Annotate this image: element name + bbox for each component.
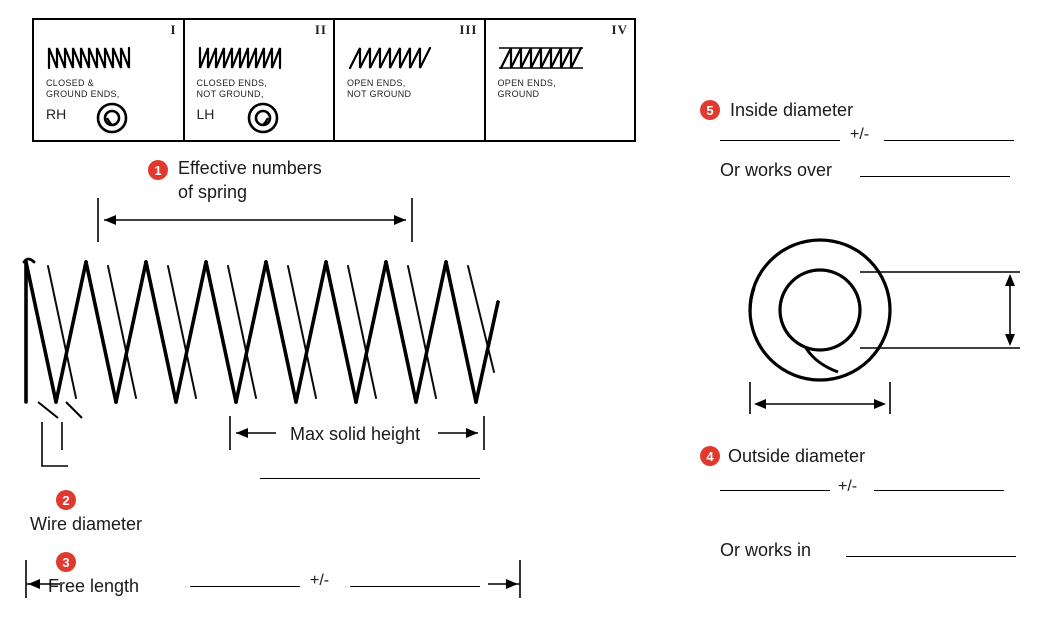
panel-hand: RH [46,106,66,122]
panel-2: II CLOSED ENDS, NOT GROUND, LH [185,20,336,140]
panel-hand: LH [197,106,215,122]
panel-4: IV OPEN ENDS, GROUND [486,20,635,140]
panel-roman: II [315,22,327,38]
wire-diameter-leader [22,420,92,500]
mini-spring-icon [46,44,136,72]
free-length-blank-right [350,586,480,587]
badge-2: 2 [56,490,76,510]
panel-3: III OPEN ENDS, NOT GROUND [335,20,486,140]
outside-diameter-blank-left [720,490,830,491]
free-length-arrow [18,560,528,600]
coil-end-icon [94,100,130,136]
coil-end-view [700,200,1040,430]
panel-roman: IV [612,22,628,38]
wire-diameter-label: Wire diameter [30,514,142,535]
badge-5: 5 [700,100,720,120]
or-works-in-label: Or works in [720,540,811,561]
outside-diameter-blank-right [874,490,1004,491]
inside-diameter-blank-right [884,140,1014,141]
mini-spring-icon [197,44,287,72]
callout-2: 2 [56,490,76,510]
spring-end-types-table: I CLOSED & GROUND ENDS, RH II CLOSED END… [32,18,636,142]
callout-1-text-a: Effective numbers [178,158,322,179]
callout-5: 5 [700,100,720,120]
works-over-blank [860,176,1010,177]
free-length-blank-left [190,586,300,587]
panel-desc: CLOSED ENDS, NOT GROUND, [197,78,268,100]
panel-roman: I [170,22,176,38]
badge-1: 1 [148,160,168,180]
badge-4: 4 [700,446,720,466]
mini-spring-icon [347,44,437,72]
outside-diameter-label: Outside diameter [728,446,865,467]
panel-roman: III [459,22,477,38]
panel-desc: OPEN ENDS, GROUND [498,78,557,100]
outside-diameter-pm: +/- [838,478,857,496]
inside-diameter-blank-left [720,140,840,141]
max-solid-label: Max solid height [290,424,420,445]
panel-1: I CLOSED & GROUND ENDS, RH [34,20,185,140]
big-spring-diagram [18,252,518,422]
or-works-over-label: Or works over [720,160,832,181]
works-in-blank [846,556,1016,557]
callout-1: 1 [148,160,168,180]
coil-end-icon [245,100,281,136]
mini-spring-icon [498,44,588,72]
max-solid-blank [260,478,480,479]
callout-4: 4 [700,446,720,466]
inside-diameter-label: Inside diameter [730,100,853,121]
panel-desc: OPEN ENDS, NOT GROUND [347,78,411,100]
panel-desc: CLOSED & GROUND ENDS, [46,78,120,100]
free-length-pm: +/- [310,572,329,590]
inside-diameter-pm: +/- [850,126,869,144]
effective-numbers-arrow [90,198,420,244]
